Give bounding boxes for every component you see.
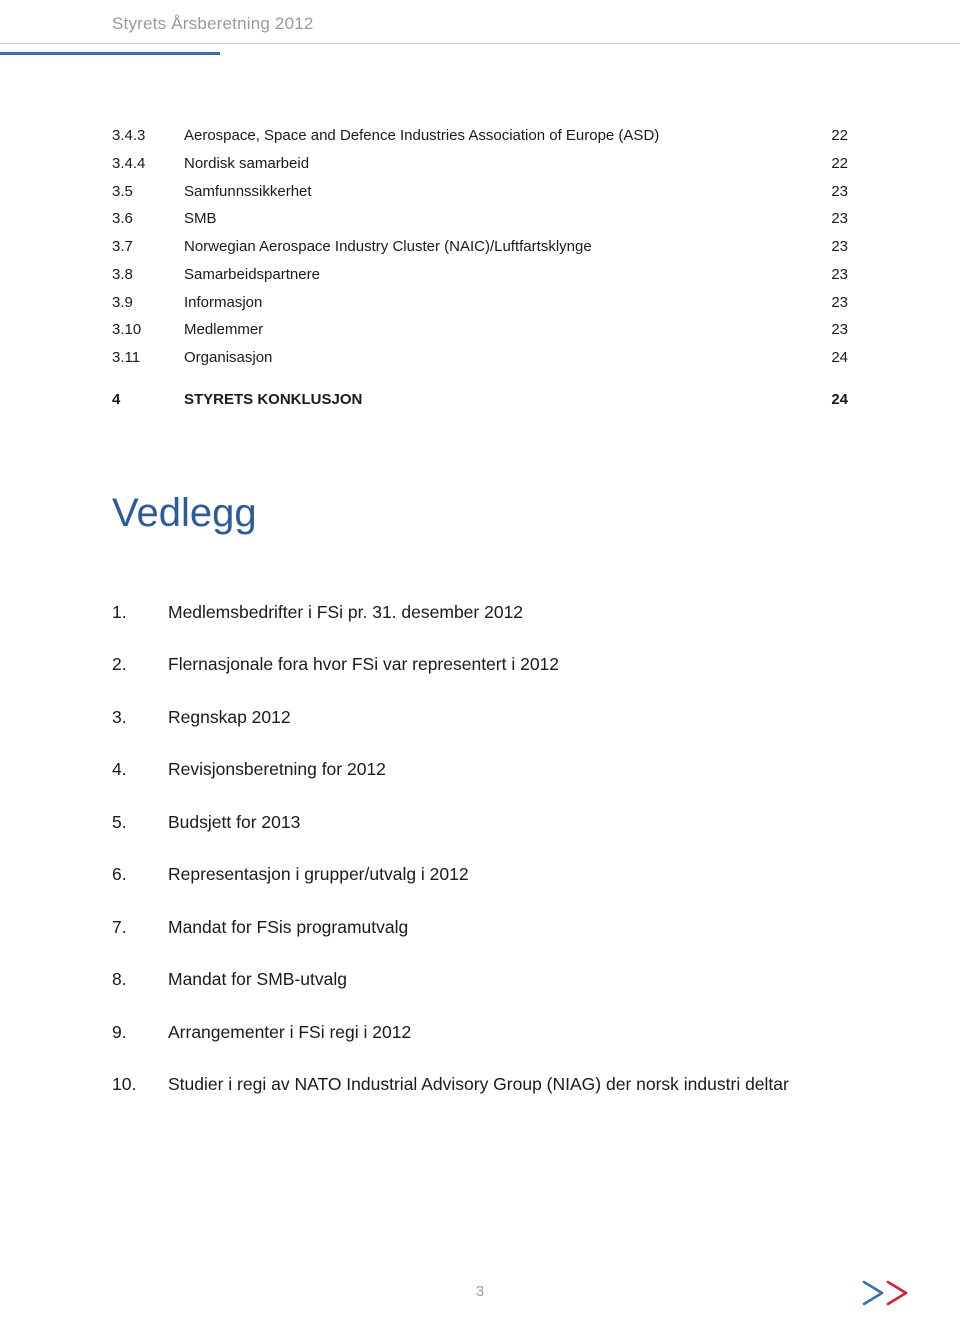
page-number: 3	[0, 1283, 960, 1300]
vedlegg-num: 1.	[112, 600, 168, 625]
toc-num: 3.6	[112, 208, 184, 230]
vedlegg-item: 3. Regnskap 2012	[112, 705, 848, 730]
vedlegg-label: Arrangementer i FSi regi i 2012	[168, 1020, 848, 1045]
toc-num: 3.4.4	[112, 153, 184, 175]
vedlegg-item: 2. Flernasjonale fora hvor FSi var repre…	[112, 652, 848, 677]
toc-section: 3.4.3 Aerospace, Space and Defence Indus…	[112, 125, 848, 411]
toc-row: 3.11 Organisasjon 24	[112, 347, 848, 369]
header-title: Styrets Årsberetning 2012	[112, 14, 960, 34]
vedlegg-title: Vedlegg	[112, 491, 848, 536]
vedlegg-num: 6.	[112, 862, 168, 887]
vedlegg-item: 10. Studier i regi av NATO Industrial Ad…	[112, 1072, 848, 1097]
toc-label: Samfunnssikkerhet	[184, 181, 808, 203]
vedlegg-item: 7. Mandat for FSis programutvalg	[112, 915, 848, 940]
toc-page: 23	[808, 236, 848, 258]
toc-row: 3.9 Informasjon 23	[112, 292, 848, 314]
vedlegg-label: Medlemsbedrifter i FSi pr. 31. desember …	[168, 600, 848, 625]
toc-row: 3.4.3 Aerospace, Space and Defence Indus…	[112, 125, 848, 147]
toc-label: STYRETS KONKLUSJON	[184, 389, 808, 411]
toc-num: 4	[112, 389, 184, 411]
toc-num: 3.8	[112, 264, 184, 286]
toc-num: 3.4.3	[112, 125, 184, 147]
toc-page: 23	[808, 292, 848, 314]
vedlegg-num: 4.	[112, 757, 168, 782]
toc-page: 23	[808, 319, 848, 341]
toc-label: Samarbeidspartnere	[184, 264, 808, 286]
page-content: 3.4.3 Aerospace, Space and Defence Indus…	[0, 45, 960, 1097]
toc-label: Informasjon	[184, 292, 808, 314]
arrows-icon	[862, 1278, 918, 1308]
vedlegg-item: 5. Budsjett for 2013	[112, 810, 848, 835]
vedlegg-num: 9.	[112, 1020, 168, 1045]
vedlegg-num: 10.	[112, 1072, 168, 1097]
toc-num: 3.5	[112, 181, 184, 203]
toc-page: 23	[808, 208, 848, 230]
toc-row: 3.7 Norwegian Aerospace Industry Cluster…	[112, 236, 848, 258]
toc-row: 3.10 Medlemmer 23	[112, 319, 848, 341]
vedlegg-num: 5.	[112, 810, 168, 835]
toc-row: 4 STYRETS KONKLUSJON 24	[112, 389, 848, 411]
toc-num: 3.10	[112, 319, 184, 341]
toc-label: SMB	[184, 208, 808, 230]
vedlegg-item: 1. Medlemsbedrifter i FSi pr. 31. desemb…	[112, 600, 848, 625]
toc-row: 3.4.4 Nordisk samarbeid 22	[112, 153, 848, 175]
toc-num: 3.11	[112, 347, 184, 369]
toc-page: 22	[808, 125, 848, 147]
vedlegg-item: 6. Representasjon i grupper/utvalg i 201…	[112, 862, 848, 887]
vedlegg-list: 1. Medlemsbedrifter i FSi pr. 31. desemb…	[112, 600, 848, 1097]
vedlegg-label: Flernasjonale fora hvor FSi var represen…	[168, 652, 848, 677]
vedlegg-label: Regnskap 2012	[168, 705, 848, 730]
page-header: Styrets Årsberetning 2012	[0, 0, 960, 34]
toc-num: 3.9	[112, 292, 184, 314]
vedlegg-label: Budsjett for 2013	[168, 810, 848, 835]
vedlegg-label: Representasjon i grupper/utvalg i 2012	[168, 862, 848, 887]
vedlegg-label: Studier i regi av NATO Industrial Adviso…	[168, 1072, 848, 1097]
vedlegg-num: 2.	[112, 652, 168, 677]
toc-label: Nordisk samarbeid	[184, 153, 808, 175]
vedlegg-item: 9. Arrangementer i FSi regi i 2012	[112, 1020, 848, 1045]
toc-page: 24	[808, 389, 848, 411]
header-rule-thin	[0, 43, 960, 44]
toc-num: 3.7	[112, 236, 184, 258]
toc-page: 23	[808, 264, 848, 286]
vedlegg-num: 3.	[112, 705, 168, 730]
vedlegg-label: Mandat for FSis programutvalg	[168, 915, 848, 940]
vedlegg-num: 8.	[112, 967, 168, 992]
toc-row: 3.5 Samfunnssikkerhet 23	[112, 181, 848, 203]
vedlegg-item: 8. Mandat for SMB-utvalg	[112, 967, 848, 992]
header-rule	[0, 52, 220, 55]
toc-label: Norwegian Aerospace Industry Cluster (NA…	[184, 236, 808, 258]
toc-page: 24	[808, 347, 848, 369]
toc-page: 23	[808, 181, 848, 203]
toc-page: 22	[808, 153, 848, 175]
vedlegg-item: 4. Revisjonsberetning for 2012	[112, 757, 848, 782]
vedlegg-label: Mandat for SMB-utvalg	[168, 967, 848, 992]
toc-row: 3.6 SMB 23	[112, 208, 848, 230]
toc-label: Medlemmer	[184, 319, 808, 341]
toc-row: 3.8 Samarbeidspartnere 23	[112, 264, 848, 286]
vedlegg-label: Revisjonsberetning for 2012	[168, 757, 848, 782]
vedlegg-num: 7.	[112, 915, 168, 940]
toc-label: Organisasjon	[184, 347, 808, 369]
toc-label: Aerospace, Space and Defence Industries …	[184, 125, 808, 147]
